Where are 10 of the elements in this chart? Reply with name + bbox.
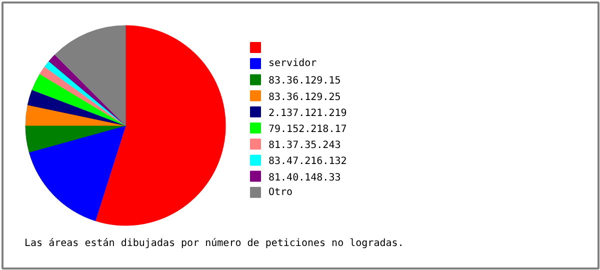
legend-label: 81.40.148.33 <box>268 172 341 184</box>
legend-label: 2.137.121.219 <box>268 108 347 119</box>
legend-label: 83.47.216.132 <box>268 156 347 168</box>
legend-label: 83.36.129.25 <box>268 92 341 103</box>
legend-label: 79.152.218.17 <box>268 124 347 135</box>
legend-label: 81.37.35.243 <box>268 140 341 152</box>
legend-label: servidor <box>268 58 317 70</box>
text: Las áreas están dibujadas por número de peticiones no logradas. <box>24 238 404 249</box>
legend-label: Otro <box>268 186 293 198</box>
legend-label: 83.36.129.15 <box>268 76 341 87</box>
